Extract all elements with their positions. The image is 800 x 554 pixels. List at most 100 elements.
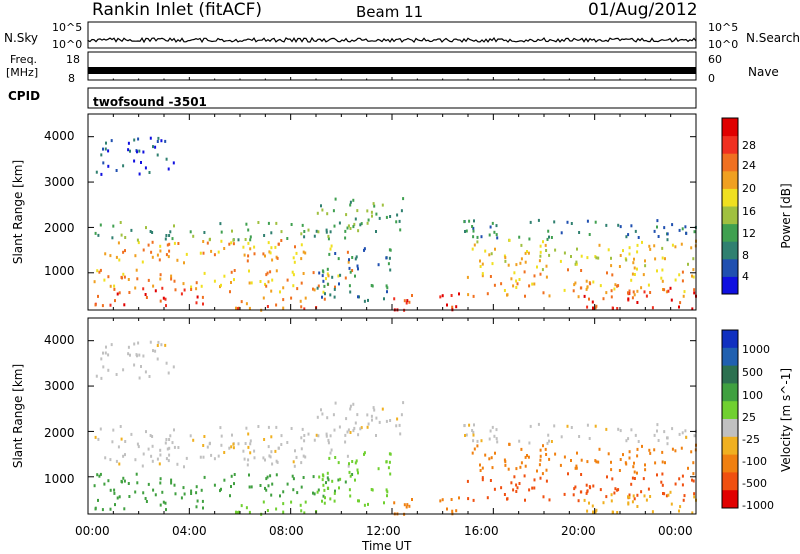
power-cell [354,217,357,221]
power-ytick-2000: 2000 [44,221,75,235]
power-cell [316,286,319,290]
power-cell [136,277,139,281]
power-cell [162,296,165,300]
power-cell [523,270,526,274]
xtick-0400: 04:00 [172,524,207,538]
power-cell [265,273,268,277]
power-cell [570,255,572,258]
power-cell [133,138,136,142]
power-cbar-tick-28: 28 [742,139,756,152]
velocity-cell [366,413,369,417]
power-cell [213,279,216,283]
power-cell [586,256,589,260]
velocity-cell [185,456,188,460]
power-cell [378,216,381,220]
power-cell [322,290,325,294]
power-cell [247,241,250,245]
velocity-cell [96,473,99,477]
power-cell [94,303,97,307]
velocity-cell [270,435,273,439]
power-cell [200,284,203,288]
velocity-cell [144,497,147,500]
velocity-cell [533,478,536,482]
vel-cbar-tick-500: 500 [742,366,763,379]
velocity-cell [111,440,114,444]
velocity-cell [303,511,306,515]
power-cell [630,278,633,282]
velocity-cell [579,490,582,494]
velocity-cell [230,474,233,478]
velocity-cell [357,471,359,475]
velocity-cell [610,499,613,503]
power-cell [331,275,334,279]
velocity-colorbar-swatch [722,401,738,420]
velocity-cell [180,496,183,500]
velocity-cell [372,406,375,410]
power-cell [137,137,140,141]
velocity-cell [360,426,363,430]
velocity-cell [128,495,131,498]
velocity-cell [112,428,115,432]
velocity-cell [580,458,583,462]
power-colorbar-swatch [722,170,738,189]
power-cell [359,223,362,227]
velocity-colorbar-frame [721,329,739,509]
power-cell [386,290,388,294]
power-cell [94,231,97,235]
power-cell [142,287,145,291]
power-cell [344,236,347,240]
velocity-cell [515,467,518,471]
power-cell [366,209,369,213]
power-cell [386,286,389,290]
power-cell [681,227,684,231]
velocity-cell [114,503,116,507]
velocity-cell [632,465,635,469]
velocity-cell [614,487,617,491]
velocity-cell [339,477,342,481]
velocity-cell [570,459,572,462]
power-cell [661,279,664,283]
power-cell [398,219,401,223]
power-cell [674,245,677,249]
velocity-cell [102,351,104,355]
power-cell [455,305,458,309]
power-cell [356,209,359,213]
power-cell [290,296,293,300]
power-cell [611,273,614,277]
velocity-cell [247,458,250,462]
velocity-cell [334,401,337,405]
velocity-cell [337,461,340,465]
power-cell [270,246,273,250]
velocity-cell [346,454,349,458]
velocity-cell [455,509,458,513]
power-cell [219,222,222,226]
power-cell [625,258,628,262]
power-cell [367,298,369,302]
power-cell [463,220,466,224]
power-cell [589,282,592,286]
velocity-cell [468,423,471,427]
velocity-cell [563,455,566,459]
velocity-cell [628,496,631,499]
power-cell [628,292,631,295]
velocity-cell [318,475,321,479]
power-cell [167,167,170,171]
power-cell [479,265,482,268]
power-cell [182,282,185,286]
velocity-cell [347,464,350,468]
velocity-cell [586,509,589,513]
power-cell [647,283,650,287]
power-cell [622,249,624,253]
nsky-trace [87,36,697,44]
power-cell [245,222,248,226]
velocity-cell [656,429,658,433]
power-cell [133,159,136,163]
velocity-cell [496,440,499,444]
power-cell [579,286,582,290]
power-cell [257,221,260,224]
velocity-cell [300,485,303,489]
power-cbar-label: Power [dB] [779,183,793,249]
power-cell [375,212,378,216]
power-cell [202,240,205,243]
